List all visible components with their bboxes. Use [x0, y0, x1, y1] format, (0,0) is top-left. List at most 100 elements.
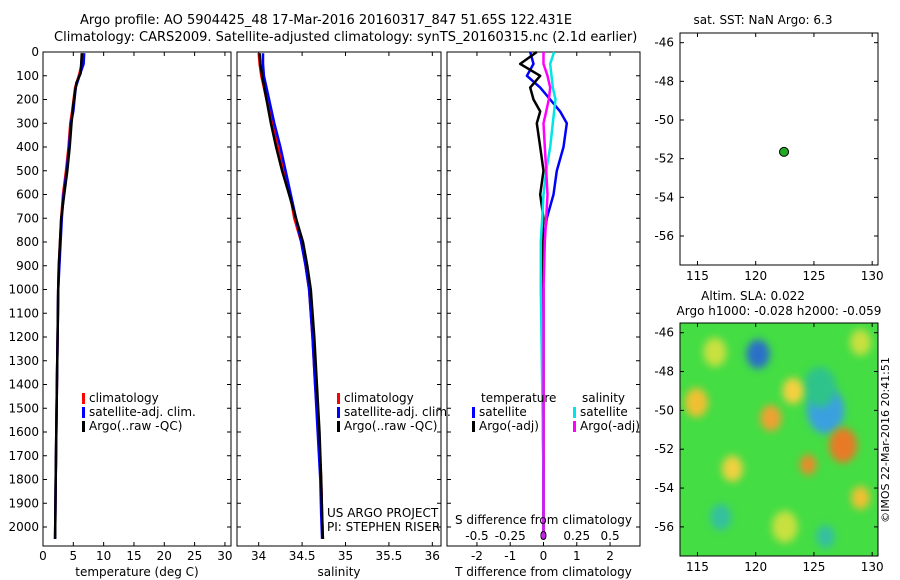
- temperature-legend-swatch: [82, 393, 85, 404]
- sla-anomaly-blob: [816, 524, 835, 549]
- depth-tick-label: 1300: [8, 354, 39, 368]
- difference-xtick-label: 2: [606, 549, 614, 563]
- temperature-series-line: [53, 53, 84, 539]
- sla-map-frame: [679, 322, 879, 557]
- location-ytick-label: -56: [654, 229, 674, 243]
- difference-s-tick-label: 0: [540, 529, 548, 543]
- temperature-plot-frame: [42, 51, 232, 547]
- sla-ytick-label: -50: [654, 403, 674, 417]
- sla-anomaly-blob: [803, 366, 837, 408]
- sla-anomaly-blob: [710, 504, 732, 531]
- sla-ytick-label: -46: [654, 326, 674, 340]
- location-xtick-label: 115: [686, 269, 709, 283]
- salinity-xtick-label: 36: [425, 549, 440, 563]
- depth-tick-label: 1900: [8, 496, 39, 510]
- pi-annotation: PI: STEPHEN RISER: [327, 520, 440, 534]
- depth-tick-label: 500: [16, 164, 39, 178]
- temperature-xtick-label: 30: [217, 549, 232, 563]
- difference-s-xlabel: S difference from climatology: [455, 513, 632, 527]
- salinity-legend-swatch: [337, 407, 340, 418]
- temperature-legend-swatch: [82, 421, 85, 432]
- location-title: sat. SST: NaN Argo: 6.3: [694, 13, 833, 27]
- salinity-xtick-label: 34: [251, 549, 266, 563]
- depth-tick-label: 2000: [8, 520, 39, 534]
- temperature-xtick-label: 0: [39, 549, 47, 563]
- location-xtick-label: 120: [744, 269, 767, 283]
- salinity-series-line: [257, 53, 325, 539]
- sla-anomaly-blob: [850, 329, 872, 356]
- difference-xtick-label: 0: [540, 549, 548, 563]
- difference-legend-title-s: salinity: [582, 391, 625, 405]
- depth-tick-label: 1000: [8, 283, 39, 297]
- location-map-frame: [679, 32, 879, 266]
- salinity-xlabel: salinity: [317, 565, 360, 579]
- difference-s-tick-label: -0.25: [495, 529, 526, 543]
- depth-tick-label: 100: [16, 69, 39, 83]
- temperature-xtick-label: 15: [126, 549, 141, 563]
- sla-ytick-label: -48: [654, 365, 674, 379]
- temperature-xlabel: temperature (deg C): [75, 565, 198, 579]
- difference-series-line: [525, 51, 569, 539]
- temperature-legend-label: satellite-adj. clim.: [89, 405, 196, 419]
- location-ytick-label: -48: [654, 74, 674, 88]
- difference-legend-s-swatch: [573, 407, 576, 418]
- sla-xtick-label: 125: [802, 560, 825, 574]
- sla-title-line1: Altim. SLA: 0.022: [701, 289, 805, 303]
- sla-ytick-label: -54: [654, 481, 674, 495]
- salinity-series-line: [258, 53, 325, 539]
- depth-tick-label: 1500: [8, 401, 39, 415]
- figure-title-line1: Argo profile: AO 5904425_48 17-Mar-2016 …: [80, 13, 573, 28]
- difference-xtick-label: -1: [504, 549, 516, 563]
- sla-anomaly-blob: [721, 455, 743, 482]
- depth-tick-label: 300: [16, 116, 39, 130]
- depth-tick-label: 600: [16, 188, 39, 202]
- sla-xtick-label: 120: [744, 560, 767, 574]
- sla-anomaly-blob: [851, 486, 870, 510]
- difference-s-tick-label: -0.5: [465, 529, 488, 543]
- salinity-xtick-label: 35.5: [376, 549, 403, 563]
- temperature-legend-label: Argo(..raw -QC): [89, 419, 182, 433]
- difference-legend-t-label: satellite: [479, 405, 527, 419]
- sla-ytick-label: -52: [654, 442, 674, 456]
- temperature-xtick-label: 5: [70, 549, 78, 563]
- sla-anomaly-blob: [703, 337, 727, 367]
- sla-anomaly-blob: [782, 377, 804, 405]
- depth-tick-label: 1600: [8, 425, 39, 439]
- project-annotation: US ARGO PROJECT: [327, 506, 439, 520]
- depth-tick-label: 1100: [8, 306, 39, 320]
- salinity-plot-frame: [236, 51, 442, 547]
- depth-tick-label: 900: [16, 259, 39, 273]
- depth-tick-label: 200: [16, 93, 39, 107]
- difference-xtick-label: 1: [573, 549, 581, 563]
- sla-anomaly-blob: [760, 405, 782, 432]
- difference-legend-s-label: Argo(-adj): [580, 419, 640, 433]
- sla-xtick-label: 115: [686, 560, 709, 574]
- depth-tick-label: 0: [31, 45, 39, 59]
- difference-xtick-label: -2: [471, 549, 483, 563]
- sla-anomaly-blob: [772, 510, 798, 543]
- depth-tick-label: 1700: [8, 449, 39, 463]
- depth-tick-label: 800: [16, 235, 39, 249]
- depth-tick-label: 400: [16, 140, 39, 154]
- sla-anomaly-blob: [746, 339, 770, 369]
- temperature-xtick-label: 25: [187, 549, 202, 563]
- argo-float-marker: [779, 146, 790, 157]
- difference-legend-t-label: Argo(-adj): [479, 419, 539, 433]
- depth-tick-label: 1400: [8, 378, 39, 392]
- depth-tick-label: 1200: [8, 330, 39, 344]
- location-xtick-label: 130: [861, 269, 884, 283]
- difference-s-tick-label: 0.5: [601, 529, 620, 543]
- salinity-xtick-label: 34.5: [289, 549, 316, 563]
- salinity-xtick-label: 35: [338, 549, 353, 563]
- sla-anomaly-blob: [829, 427, 858, 463]
- salinity-legend-swatch: [337, 421, 340, 432]
- depth-tick-label: 1800: [8, 473, 39, 487]
- salinity-legend-label: satellite-adj. clim.: [344, 405, 451, 419]
- salinity-legend-label: Argo(..raw -QC): [344, 419, 437, 433]
- difference-legend-t-swatch: [472, 407, 475, 418]
- difference-series-line: [539, 51, 557, 539]
- figure-title-line2: Climatology: CARS2009. Satellite-adjuste…: [54, 30, 638, 45]
- difference-legend-t-swatch: [472, 421, 475, 432]
- temperature-xtick-label: 20: [157, 549, 172, 563]
